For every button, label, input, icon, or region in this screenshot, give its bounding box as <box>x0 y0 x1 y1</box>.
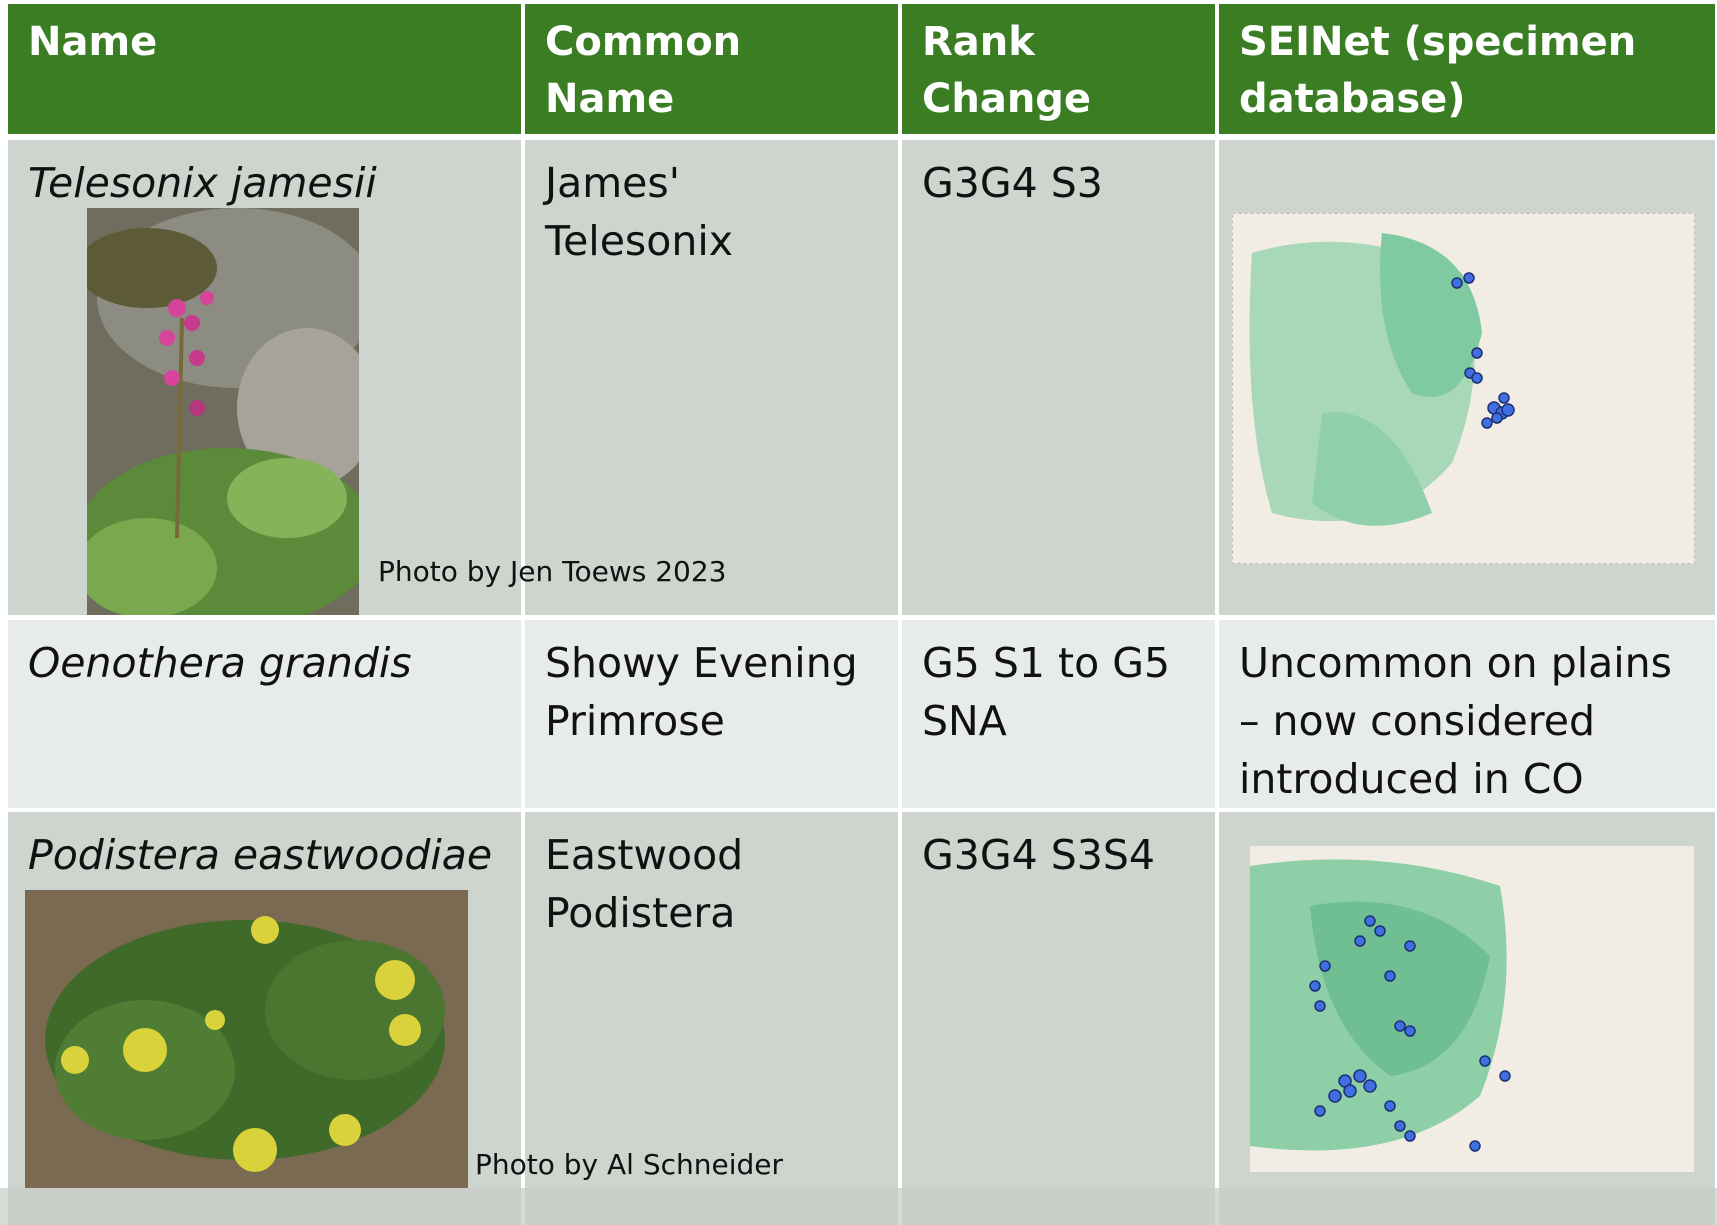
header-cell: Rank Change <box>902 4 1215 134</box>
name-cell: Oenothera grandis <box>8 620 521 808</box>
rank-cell: G5 S1 to G5 SNA <box>902 620 1215 808</box>
rank-cell: G3G4 S3S4 <box>902 812 1215 1225</box>
plant-photo <box>87 208 359 615</box>
specimen-map <box>1232 213 1695 564</box>
photo-credit: Photo by Al Schneider <box>475 1148 784 1181</box>
common-name-cell: Eastwood Podistera <box>525 812 898 1225</box>
rank-cell: G3G4 S3 <box>902 140 1215 615</box>
specimen-map <box>1250 846 1694 1172</box>
seinet-cell: Uncommon on plains – now considered intr… <box>1219 620 1715 808</box>
header-cell: Name <box>8 4 521 134</box>
header-cell: Common Name <box>525 4 898 134</box>
plant-photo <box>25 890 468 1188</box>
photo-credit: Photo by Jen Toews 2023 <box>378 555 727 588</box>
common-name-cell: Showy Evening Primrose <box>525 620 898 808</box>
bottom-band <box>0 1188 1717 1225</box>
header-cell: SEINet (specimen database) <box>1219 4 1715 134</box>
common-name-cell: James' Telesonix <box>525 140 898 615</box>
